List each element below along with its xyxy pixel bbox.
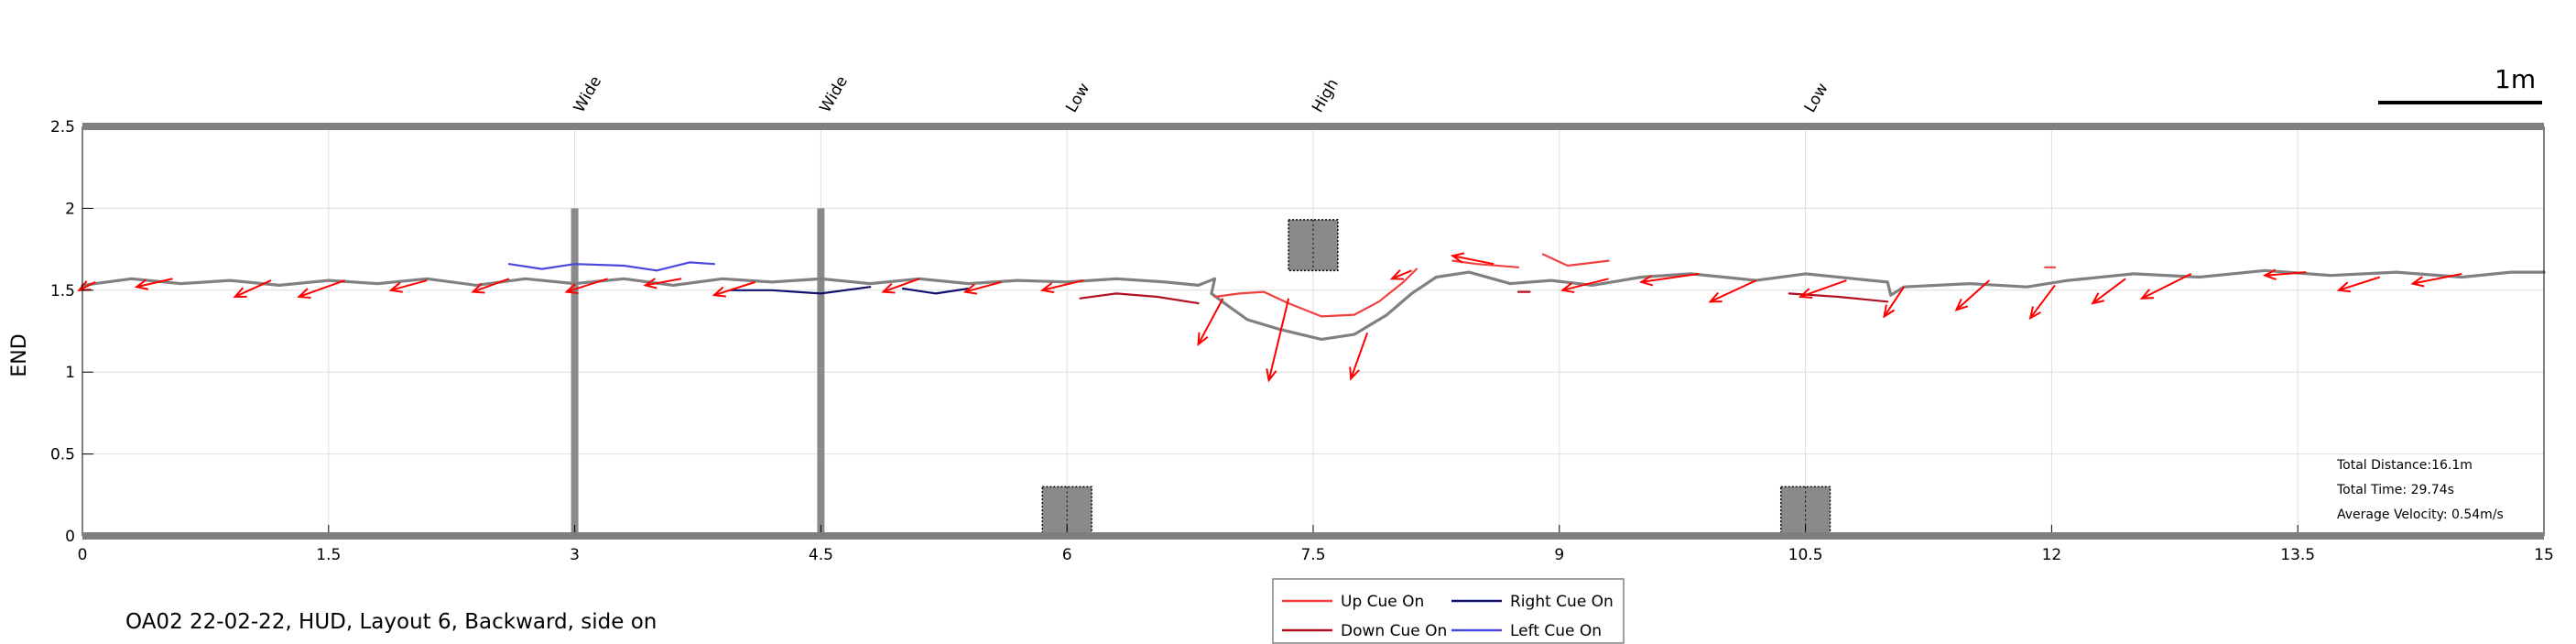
x-tick-label: 15	[2534, 546, 2554, 564]
stat-text: Total Time: 29.74s	[2336, 483, 2454, 497]
legend-label: Down Cue On	[1341, 622, 1447, 640]
x-tick-label: 10.5	[1788, 546, 1823, 564]
velocity-arrow	[1199, 299, 1223, 344]
arrow-shaft	[1711, 280, 1756, 301]
x-tick-label: 12	[2042, 546, 2062, 564]
obstacles: Wide Wide Low High Low	[571, 73, 1832, 536]
obstacle-label: Wide	[816, 73, 852, 116]
velocity-arrow	[2339, 277, 2380, 291]
arrow-shaft	[1269, 299, 1289, 380]
scale-bar: 1m	[2378, 64, 2542, 103]
scale-bar-label: 1m	[2494, 64, 2536, 94]
arrow-head	[1885, 305, 1895, 317]
x-tick-label: 7.5	[1300, 546, 1325, 564]
velocity-arrows	[79, 253, 2462, 380]
pole-obstacle	[571, 208, 579, 536]
velocity-arrow	[1266, 299, 1288, 380]
x-tick-label: 4.5	[809, 546, 833, 564]
x-tick-label: 1.5	[316, 546, 341, 564]
obstacle-label: Low	[1801, 80, 1832, 115]
y-tick-label: 2.5	[50, 118, 75, 136]
pole-obstacle	[817, 208, 824, 536]
series-line	[1215, 269, 1417, 317]
series-line	[903, 289, 969, 293]
legend: Up Cue On Right Cue On Down Cue On Left Cue…	[1273, 579, 1624, 643]
box-obstacle	[1288, 220, 1338, 270]
velocity-arrow	[1711, 280, 1756, 301]
y-tick-label: 0	[65, 528, 75, 546]
y-axis-title: END	[8, 333, 31, 377]
legend-label: Left Cue On	[1510, 622, 1602, 640]
figure-caption: OA02 22-02-22, HUD, Layout 6, Backward, …	[125, 610, 657, 634]
bottom-wall	[82, 532, 2544, 540]
x-tick-label: 3	[570, 546, 580, 564]
obstacle-label: High	[1309, 76, 1342, 116]
series-line	[1081, 293, 1199, 303]
x-tick-label: 9	[1554, 546, 1564, 564]
stat-text: Average Velocity: 0.54m/s	[2337, 508, 2504, 522]
stat-text: Total Distance:16.1m	[2336, 458, 2473, 473]
obstacle-label: Low	[1062, 80, 1093, 115]
velocity-arrow	[2142, 274, 2191, 299]
arrow-shaft	[2142, 274, 2191, 299]
arrow-shaft	[1199, 299, 1223, 344]
y-tick-label: 1	[65, 364, 75, 382]
arrow-shaft	[2092, 278, 2125, 303]
top-wall	[82, 123, 2544, 130]
x-tick-label: 0	[78, 546, 88, 564]
axes: 0 1.5 3 4.5 6 7.5 9 10.5 12 13.5 15 0 0.5 1 1.5 2 2.5	[50, 118, 2554, 564]
y-tick-label: 0.5	[50, 446, 75, 464]
legend-label: Right Cue On	[1510, 593, 1614, 611]
y-tick-label: 1.5	[50, 282, 75, 300]
series-line	[1543, 255, 1609, 267]
legend-label: Up Cue On	[1341, 593, 1424, 611]
run-statistics: Total Distance:16.1m Total Time: 29.74s Av…	[2336, 458, 2504, 522]
obstacle-label: Wide	[571, 73, 606, 116]
velocity-arrow	[2092, 278, 2125, 303]
arrow-shaft	[1800, 280, 1846, 297]
x-tick-label: 13.5	[2280, 546, 2315, 564]
series-line	[509, 262, 714, 270]
y-tick-label: 2	[65, 200, 75, 218]
x-tick-label: 6	[1062, 546, 1072, 564]
grid-lines	[82, 126, 2544, 536]
